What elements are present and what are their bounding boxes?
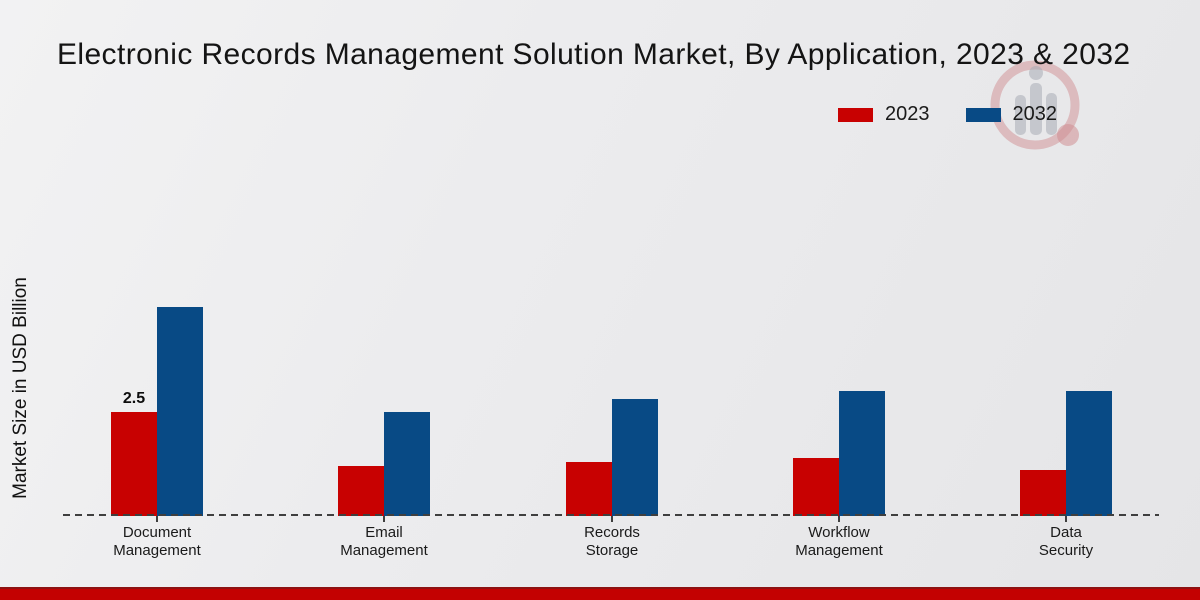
watermark-bar xyxy=(1046,93,1057,135)
axis-tick xyxy=(1065,516,1067,522)
y-axis-label: Market Size in USD Billion xyxy=(10,277,31,499)
x-axis-line xyxy=(63,514,1159,516)
watermark-dot xyxy=(1029,66,1043,80)
legend-item-2032: 2032 xyxy=(965,103,1058,126)
legend-label-2032: 2032 xyxy=(1012,103,1058,125)
bar-2032-data-security xyxy=(1066,391,1112,516)
chart-title: Electronic Records Management Solution M… xyxy=(57,38,1131,71)
bar-2023-workflow-management xyxy=(793,458,839,516)
category-label: Records Storage xyxy=(584,524,640,559)
legend-swatch-2032 xyxy=(965,107,1001,122)
value-label: 2.5 xyxy=(122,390,146,407)
bar-2032-document-management xyxy=(157,307,203,516)
watermark-bar xyxy=(1015,95,1026,135)
watermark-bar xyxy=(1030,83,1042,135)
bar-2023-email-management xyxy=(338,466,384,516)
category-label: Document Management xyxy=(113,524,201,559)
bar-2032-workflow-management xyxy=(839,391,885,516)
legend-item-2023: 2023 xyxy=(838,103,930,126)
bar-2023-document-management xyxy=(111,412,157,516)
axis-tick xyxy=(383,516,385,522)
axis-tick xyxy=(156,516,158,522)
watermark-logo xyxy=(990,60,1080,150)
category-label: Data Security xyxy=(1038,524,1094,559)
axis-tick xyxy=(611,516,613,522)
legend-label-2023: 2023 xyxy=(885,103,930,125)
legend-swatch-2023 xyxy=(838,107,873,122)
category-label: Workflow Management xyxy=(795,524,883,559)
watermark-ring xyxy=(990,60,1080,150)
axis-tick xyxy=(838,516,840,522)
watermark-handle xyxy=(1057,124,1079,146)
bar-2032-records-storage xyxy=(612,399,658,516)
bar-2023-data-security xyxy=(1020,470,1066,516)
bar-2032-email-management xyxy=(384,412,430,516)
category-label: Email Management xyxy=(340,524,428,559)
bar-2023-records-storage xyxy=(566,462,612,516)
footer-accent-bar xyxy=(0,587,1200,600)
legend: 2023 2032 xyxy=(838,103,1057,126)
